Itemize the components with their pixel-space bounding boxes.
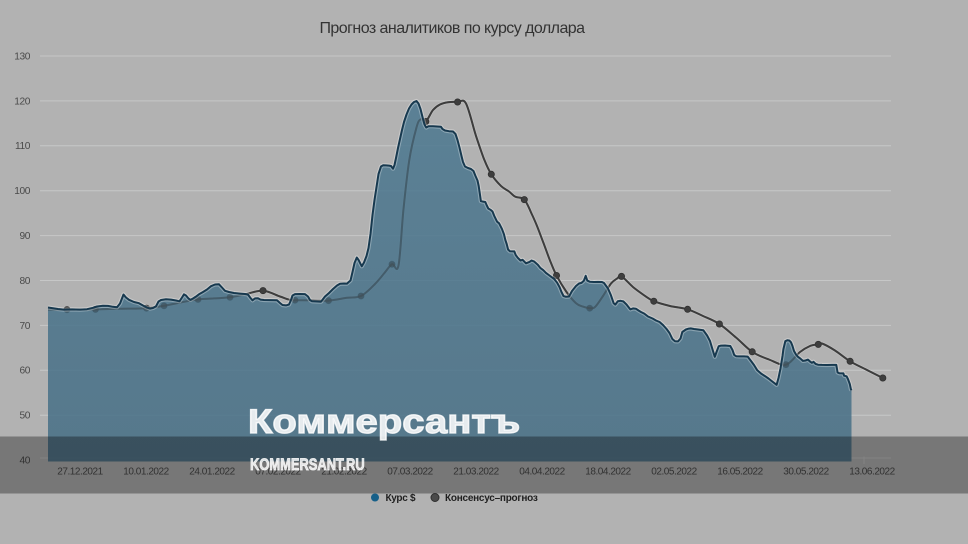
svg-text:27.12.2021: 27.12.2021 bbox=[57, 467, 103, 478]
svg-text:07.03.2022: 07.03.2022 bbox=[387, 467, 433, 478]
svg-text:21.03.2022: 21.03.2022 bbox=[453, 467, 499, 478]
svg-text:50: 50 bbox=[19, 411, 30, 422]
svg-text:40: 40 bbox=[19, 456, 30, 467]
svg-text:Прогноз аналитиков по курсу до: Прогноз аналитиков по курсу доллара bbox=[319, 20, 585, 37]
svg-text:21.02.2022: 21.02.2022 bbox=[321, 467, 367, 478]
svg-text:16.05.2022: 16.05.2022 bbox=[717, 467, 763, 478]
svg-text:10.01.2022: 10.01.2022 bbox=[123, 467, 169, 478]
svg-text:Коммерсантъ: Коммерсантъ bbox=[248, 402, 520, 441]
svg-text:07.02.2022: 07.02.2022 bbox=[255, 467, 301, 478]
svg-text:Курс $: Курс $ bbox=[386, 493, 416, 504]
svg-text:Консенсус–прогноз: Консенсус–прогноз bbox=[445, 493, 538, 504]
svg-text:90: 90 bbox=[19, 231, 30, 242]
svg-text:30.05.2022: 30.05.2022 bbox=[783, 467, 829, 478]
svg-text:70: 70 bbox=[19, 321, 30, 332]
svg-text:KOMMERSANT.RU: KOMMERSANT.RU bbox=[250, 455, 365, 474]
svg-text:110: 110 bbox=[15, 141, 31, 152]
svg-text:130: 130 bbox=[14, 51, 31, 62]
svg-text:13.06.2022: 13.06.2022 bbox=[849, 467, 895, 478]
svg-text:60: 60 bbox=[19, 366, 30, 377]
svg-text:02.05.2022: 02.05.2022 bbox=[651, 467, 697, 478]
svg-text:24.01.2022: 24.01.2022 bbox=[189, 467, 235, 478]
svg-text:100: 100 bbox=[14, 186, 31, 197]
svg-text:80: 80 bbox=[19, 276, 30, 287]
svg-text:04.04.2022: 04.04.2022 bbox=[519, 467, 565, 478]
svg-text:120: 120 bbox=[14, 96, 31, 107]
svg-text:18.04.2022: 18.04.2022 bbox=[585, 467, 631, 478]
